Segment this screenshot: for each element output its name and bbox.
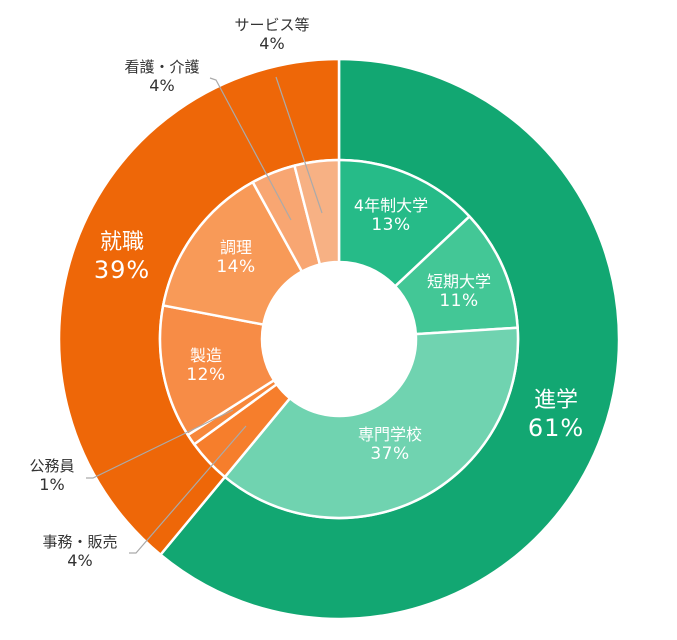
external-label-civil-servant: 公務員 1%: [29, 457, 74, 494]
label-percent: 61%: [527, 414, 585, 443]
outer-label-shushoku: 就職 39%: [94, 230, 150, 285]
inner-label-manufacturing: 製造 12%: [186, 346, 225, 386]
leader-line-2: [86, 409, 234, 479]
leader-line-1: [209, 77, 292, 221]
label-percent: 14%: [216, 257, 256, 278]
label-name: 短期大学: [426, 272, 492, 291]
label-percent: 39%: [93, 256, 151, 285]
label-percent: 4%: [67, 551, 93, 570]
label-percent: 13%: [371, 215, 411, 236]
label-name: 看護・介護: [124, 58, 200, 76]
label-name: 製造: [189, 346, 223, 365]
label-name: 調理: [219, 238, 253, 257]
leader-line-0: [275, 76, 323, 214]
label-name: 進学: [533, 388, 578, 413]
inner-segment-0: [337, 158, 471, 288]
leader-line-3: [129, 425, 247, 554]
external-label-nursing-care: 看護・介護 4%: [124, 58, 199, 95]
label-name: 専門学校: [357, 425, 423, 444]
label-percent: 12%: [186, 365, 226, 386]
inner-label-4year-university: 4年制大学 13%: [354, 196, 428, 236]
inner-label-cooking: 調理 14%: [216, 238, 255, 278]
inner-label-junior-college: 短期大学 11%: [427, 272, 491, 312]
inner-segment-5: [158, 304, 276, 437]
label-name: 事務・販売: [42, 533, 118, 551]
label-percent: 1%: [39, 475, 65, 494]
inner-ring: [158, 158, 520, 520]
inner-segment-6: [161, 180, 304, 326]
label-name: 就職: [99, 230, 144, 255]
label-percent: 11%: [439, 291, 479, 312]
leader-lines: [86, 76, 323, 554]
inner-label-vocational-school: 専門学校 37%: [358, 425, 422, 465]
label-percent: 37%: [370, 444, 410, 465]
inner-segment-8: [293, 158, 341, 266]
external-label-office-sales: 事務・販売 4%: [42, 533, 117, 570]
outer-label-shingaku: 進学 61%: [528, 388, 584, 443]
label-percent: 4%: [259, 34, 285, 53]
label-name: 公務員: [29, 457, 75, 475]
label-name: サービス等: [234, 16, 310, 34]
label-name: 4年制大学: [353, 196, 429, 215]
outer-ring: [57, 57, 621, 621]
label-percent: 4%: [149, 76, 175, 95]
inner-segment-2: [223, 326, 520, 520]
external-label-service: サービス等 4%: [234, 16, 309, 53]
